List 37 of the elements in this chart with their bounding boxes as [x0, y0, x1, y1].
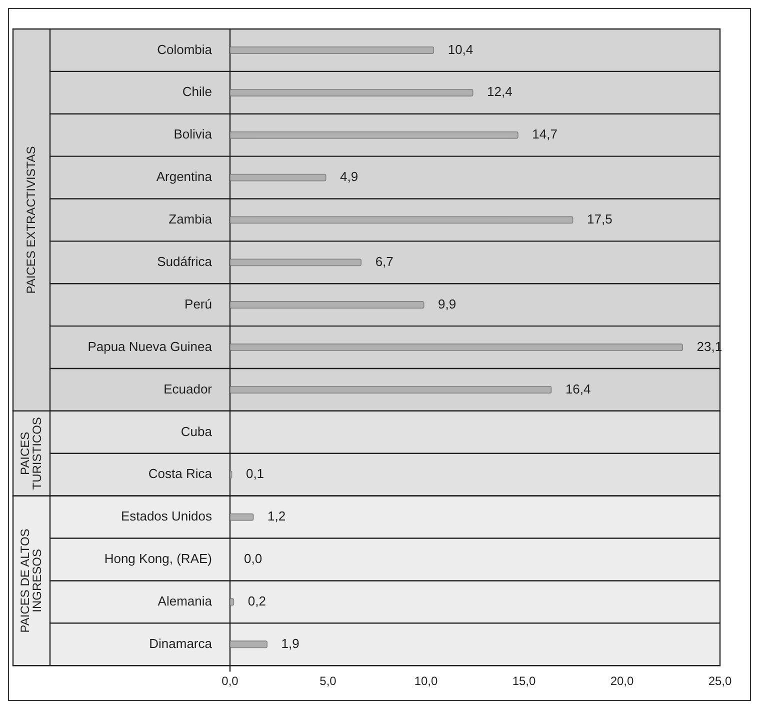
y-tick-label: Zambia: [168, 212, 213, 227]
x-tick-label: 0,0: [222, 674, 239, 688]
y-tick-label: Argentina: [156, 169, 213, 184]
band-label: PAICES TURISTICOS: [18, 417, 44, 490]
data-label: 16,4: [565, 381, 591, 396]
data-label: 12,4: [487, 84, 512, 100]
data-label: 0,1: [246, 466, 264, 482]
x-tick-label: 10,0: [414, 674, 438, 688]
x-tick-label: 25,0: [708, 674, 732, 688]
y-tick-label: Dinamarca: [149, 636, 213, 651]
y-tick-label: Colombia: [157, 42, 213, 57]
data-label: 14,7: [532, 126, 558, 142]
data-label: 17,5: [587, 212, 612, 227]
data-label: 10,4: [448, 42, 474, 57]
data-label: 1,9: [281, 636, 300, 651]
y-tick-label: Bolivia: [174, 126, 213, 142]
y-tick-label: Estados Unidos: [120, 508, 212, 524]
y-tick-label: Chile: [182, 84, 212, 100]
data-label: 0,2: [248, 594, 266, 609]
data-label: 4,9: [340, 169, 358, 184]
y-tick-label: Costa Rica: [148, 466, 213, 482]
y-tick-label: Alemania: [158, 594, 213, 609]
data-label: 6,7: [375, 254, 394, 269]
y-tick-label: Cuba: [180, 424, 213, 439]
y-tick-label: Sudáfrica: [157, 254, 213, 269]
y-tick-label: Papua Nueva Guinea: [88, 338, 213, 354]
y-tick-label: Ecuador: [164, 381, 213, 396]
data-label: 1,2: [268, 508, 286, 524]
band-label: PAICES DE ALTOS INGRESOS: [18, 528, 44, 633]
x-tick-label: 15,0: [512, 674, 536, 688]
data-label: 9,9: [438, 296, 456, 312]
band-label: PAICES EXTRACTIVISTAS: [24, 146, 38, 294]
x-tick-label: 20,0: [610, 674, 634, 688]
y-tick-label: Hong Kong, (RAE): [104, 551, 212, 566]
y-tick-label: Perú: [184, 296, 212, 312]
data-label: 0,0: [244, 551, 262, 566]
x-tick-label: 5,0: [320, 674, 337, 688]
